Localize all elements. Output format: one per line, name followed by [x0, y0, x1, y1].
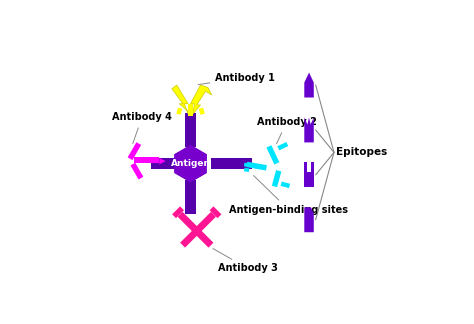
Polygon shape: [159, 158, 165, 164]
Polygon shape: [174, 145, 207, 182]
Polygon shape: [172, 206, 184, 218]
Polygon shape: [188, 104, 193, 116]
Polygon shape: [185, 180, 196, 214]
Polygon shape: [304, 207, 314, 232]
Polygon shape: [191, 85, 212, 114]
Polygon shape: [304, 118, 314, 143]
Text: Antibody 2: Antibody 2: [256, 118, 317, 144]
Polygon shape: [210, 206, 221, 218]
Polygon shape: [246, 162, 267, 170]
Text: Epitopes: Epitopes: [337, 147, 388, 157]
Polygon shape: [176, 108, 182, 115]
Text: Antibody 1: Antibody 1: [198, 73, 275, 85]
Text: Antigen: Antigen: [171, 159, 210, 168]
Polygon shape: [272, 170, 282, 187]
Polygon shape: [135, 156, 159, 163]
Polygon shape: [304, 73, 314, 98]
Polygon shape: [180, 212, 216, 248]
Polygon shape: [172, 85, 188, 114]
Polygon shape: [211, 158, 252, 169]
Polygon shape: [199, 108, 205, 115]
Text: Antigen-binding sites: Antigen-binding sites: [229, 176, 348, 215]
Text: Antibody 4: Antibody 4: [112, 112, 172, 144]
Polygon shape: [130, 163, 143, 179]
Polygon shape: [244, 168, 249, 172]
Polygon shape: [304, 162, 314, 187]
Polygon shape: [151, 158, 177, 169]
Polygon shape: [178, 212, 213, 248]
Polygon shape: [244, 163, 249, 167]
Polygon shape: [281, 181, 290, 188]
Polygon shape: [128, 142, 141, 160]
Text: Antibody 3: Antibody 3: [213, 249, 278, 273]
Polygon shape: [266, 145, 279, 165]
Polygon shape: [174, 145, 207, 182]
Polygon shape: [277, 142, 288, 150]
Polygon shape: [185, 113, 196, 147]
